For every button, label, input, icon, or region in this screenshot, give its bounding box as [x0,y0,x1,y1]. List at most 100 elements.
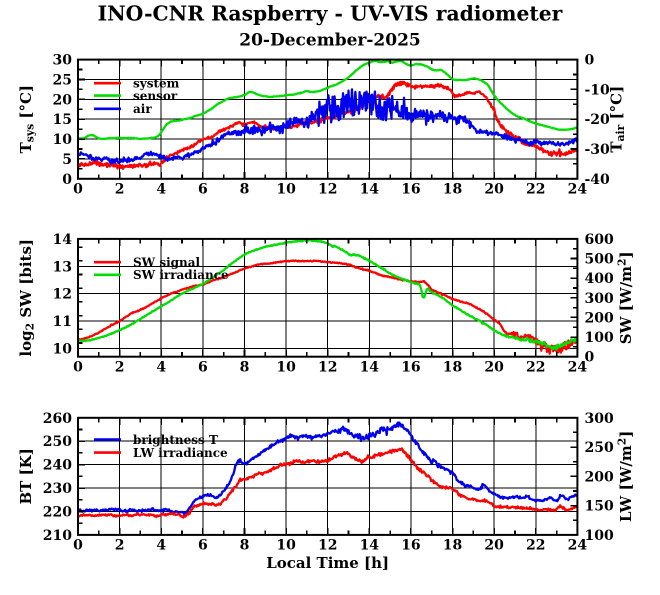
tick-label-x: 8 [240,360,250,376]
tick-label-x: 18 [443,360,462,376]
series-system [78,80,578,170]
series-lw-irradiance [78,447,578,519]
tick-label-x: 2 [115,538,125,554]
tick-label-right: 300 [585,411,614,427]
tick-label-right: -20 [585,112,611,128]
tick-label-x: 6 [198,538,208,554]
tick-label-x: 24 [568,538,588,554]
tick-label-right: -40 [585,172,611,188]
axis-label-left: BT [K] [17,448,35,504]
tick-label-x: 4 [156,538,166,554]
tick-label-x: 24 [568,182,588,198]
tick-label-x: 0 [73,538,83,554]
tick-label-left: 240 [43,458,72,474]
tick-label-x: 10 [276,538,296,554]
tick-label-right: 250 [585,440,614,456]
axis-label-left: Tsys​ [°C] [17,85,37,153]
tick-label-x: 8 [240,538,250,554]
series-brightness-t [78,421,578,516]
tick-label-left: 250 [43,434,72,450]
tick-label-left: 210 [43,528,72,544]
tick-label-right: 300 [585,291,614,307]
ticks-longwave [77,416,579,536]
tick-label-x: 0 [73,182,83,198]
chart-title: INO-CNR Raspberry - UV-VIS radiometer [98,2,563,26]
tick-label-x: 10 [276,360,296,376]
tick-label-right: 100 [585,528,614,544]
tick-label-x: 24 [568,360,588,376]
tick-label-x: 0 [73,360,83,376]
tick-label-right: 600 [585,232,614,248]
tick-label-x: 16 [401,182,420,198]
tick-label-left: 20 [53,92,73,108]
tick-label-right: 200 [585,469,614,485]
tick-label-x: 22 [526,538,545,554]
tick-label-left: 13 [53,259,72,275]
grid-shortwave [78,238,578,357]
tick-label-x: 4 [156,182,166,198]
tick-label-x: 4 [156,360,166,376]
tick-label-x: 12 [318,538,337,554]
legend-label: LW irradiance [133,446,228,460]
legend-label: SW irradiance [133,268,229,282]
tick-label-left: 260 [43,411,72,427]
tick-label-x: 22 [526,182,545,198]
legend-label: SW signal [133,255,201,269]
series-air [78,88,578,165]
tick-label-left: 30 [53,53,73,69]
tick-label-x: 14 [360,182,380,198]
legend-longwave: brightness TLW irradiance [94,433,228,460]
tick-label-right: 0 [585,53,595,69]
tick-label-x: 16 [401,360,420,376]
tick-label-x: 10 [276,182,296,198]
tick-label-right: -30 [585,142,611,158]
tick-label-x: 22 [526,360,545,376]
tick-label-right: 400 [585,271,614,287]
tick-label-x: 6 [198,360,208,376]
tick-label-left: 10 [53,132,73,148]
tick-label-left: 11 [53,314,72,330]
tick-label-x: 2 [115,360,125,376]
tick-label-x: 18 [443,182,462,198]
x-axis-label: Local Time [h] [266,554,389,572]
legend-label: air [133,102,152,116]
tick-label-left: 230 [43,481,72,497]
tick-label-left: 5 [62,152,72,168]
tick-label-x: 16 [401,538,420,554]
legend-label: system [133,76,180,90]
tick-label-left: 12 [53,287,72,303]
axis-label-right: SW [W/m2​] [615,251,635,344]
tick-label-x: 18 [443,538,462,554]
legend-label: sensor [133,89,178,103]
tick-label-left: 0 [62,172,72,188]
tick-label-x: 6 [198,182,208,198]
axis-label-left: log2​ SW [bits] [17,239,37,357]
series-sw-signal [78,259,578,355]
tick-label-x: 8 [240,182,250,198]
series-sensor [78,59,578,141]
legend-label: brightness T [133,433,218,447]
ticks-temperature [77,58,579,180]
chart-subtitle: 20-December-2025 [239,31,420,51]
tick-label-x: 12 [318,182,337,198]
tick-label-right: 0 [585,350,595,366]
tick-label-right: 150 [585,499,614,515]
tick-label-x: 14 [360,360,380,376]
tick-label-x: 20 [484,182,504,198]
tick-label-right: 100 [585,330,614,346]
tick-label-left: 220 [43,504,72,520]
tick-label-x: 20 [484,538,504,554]
ticks-shortwave [77,238,579,358]
tick-label-x: 20 [484,360,504,376]
tick-label-left: 15 [53,112,72,128]
